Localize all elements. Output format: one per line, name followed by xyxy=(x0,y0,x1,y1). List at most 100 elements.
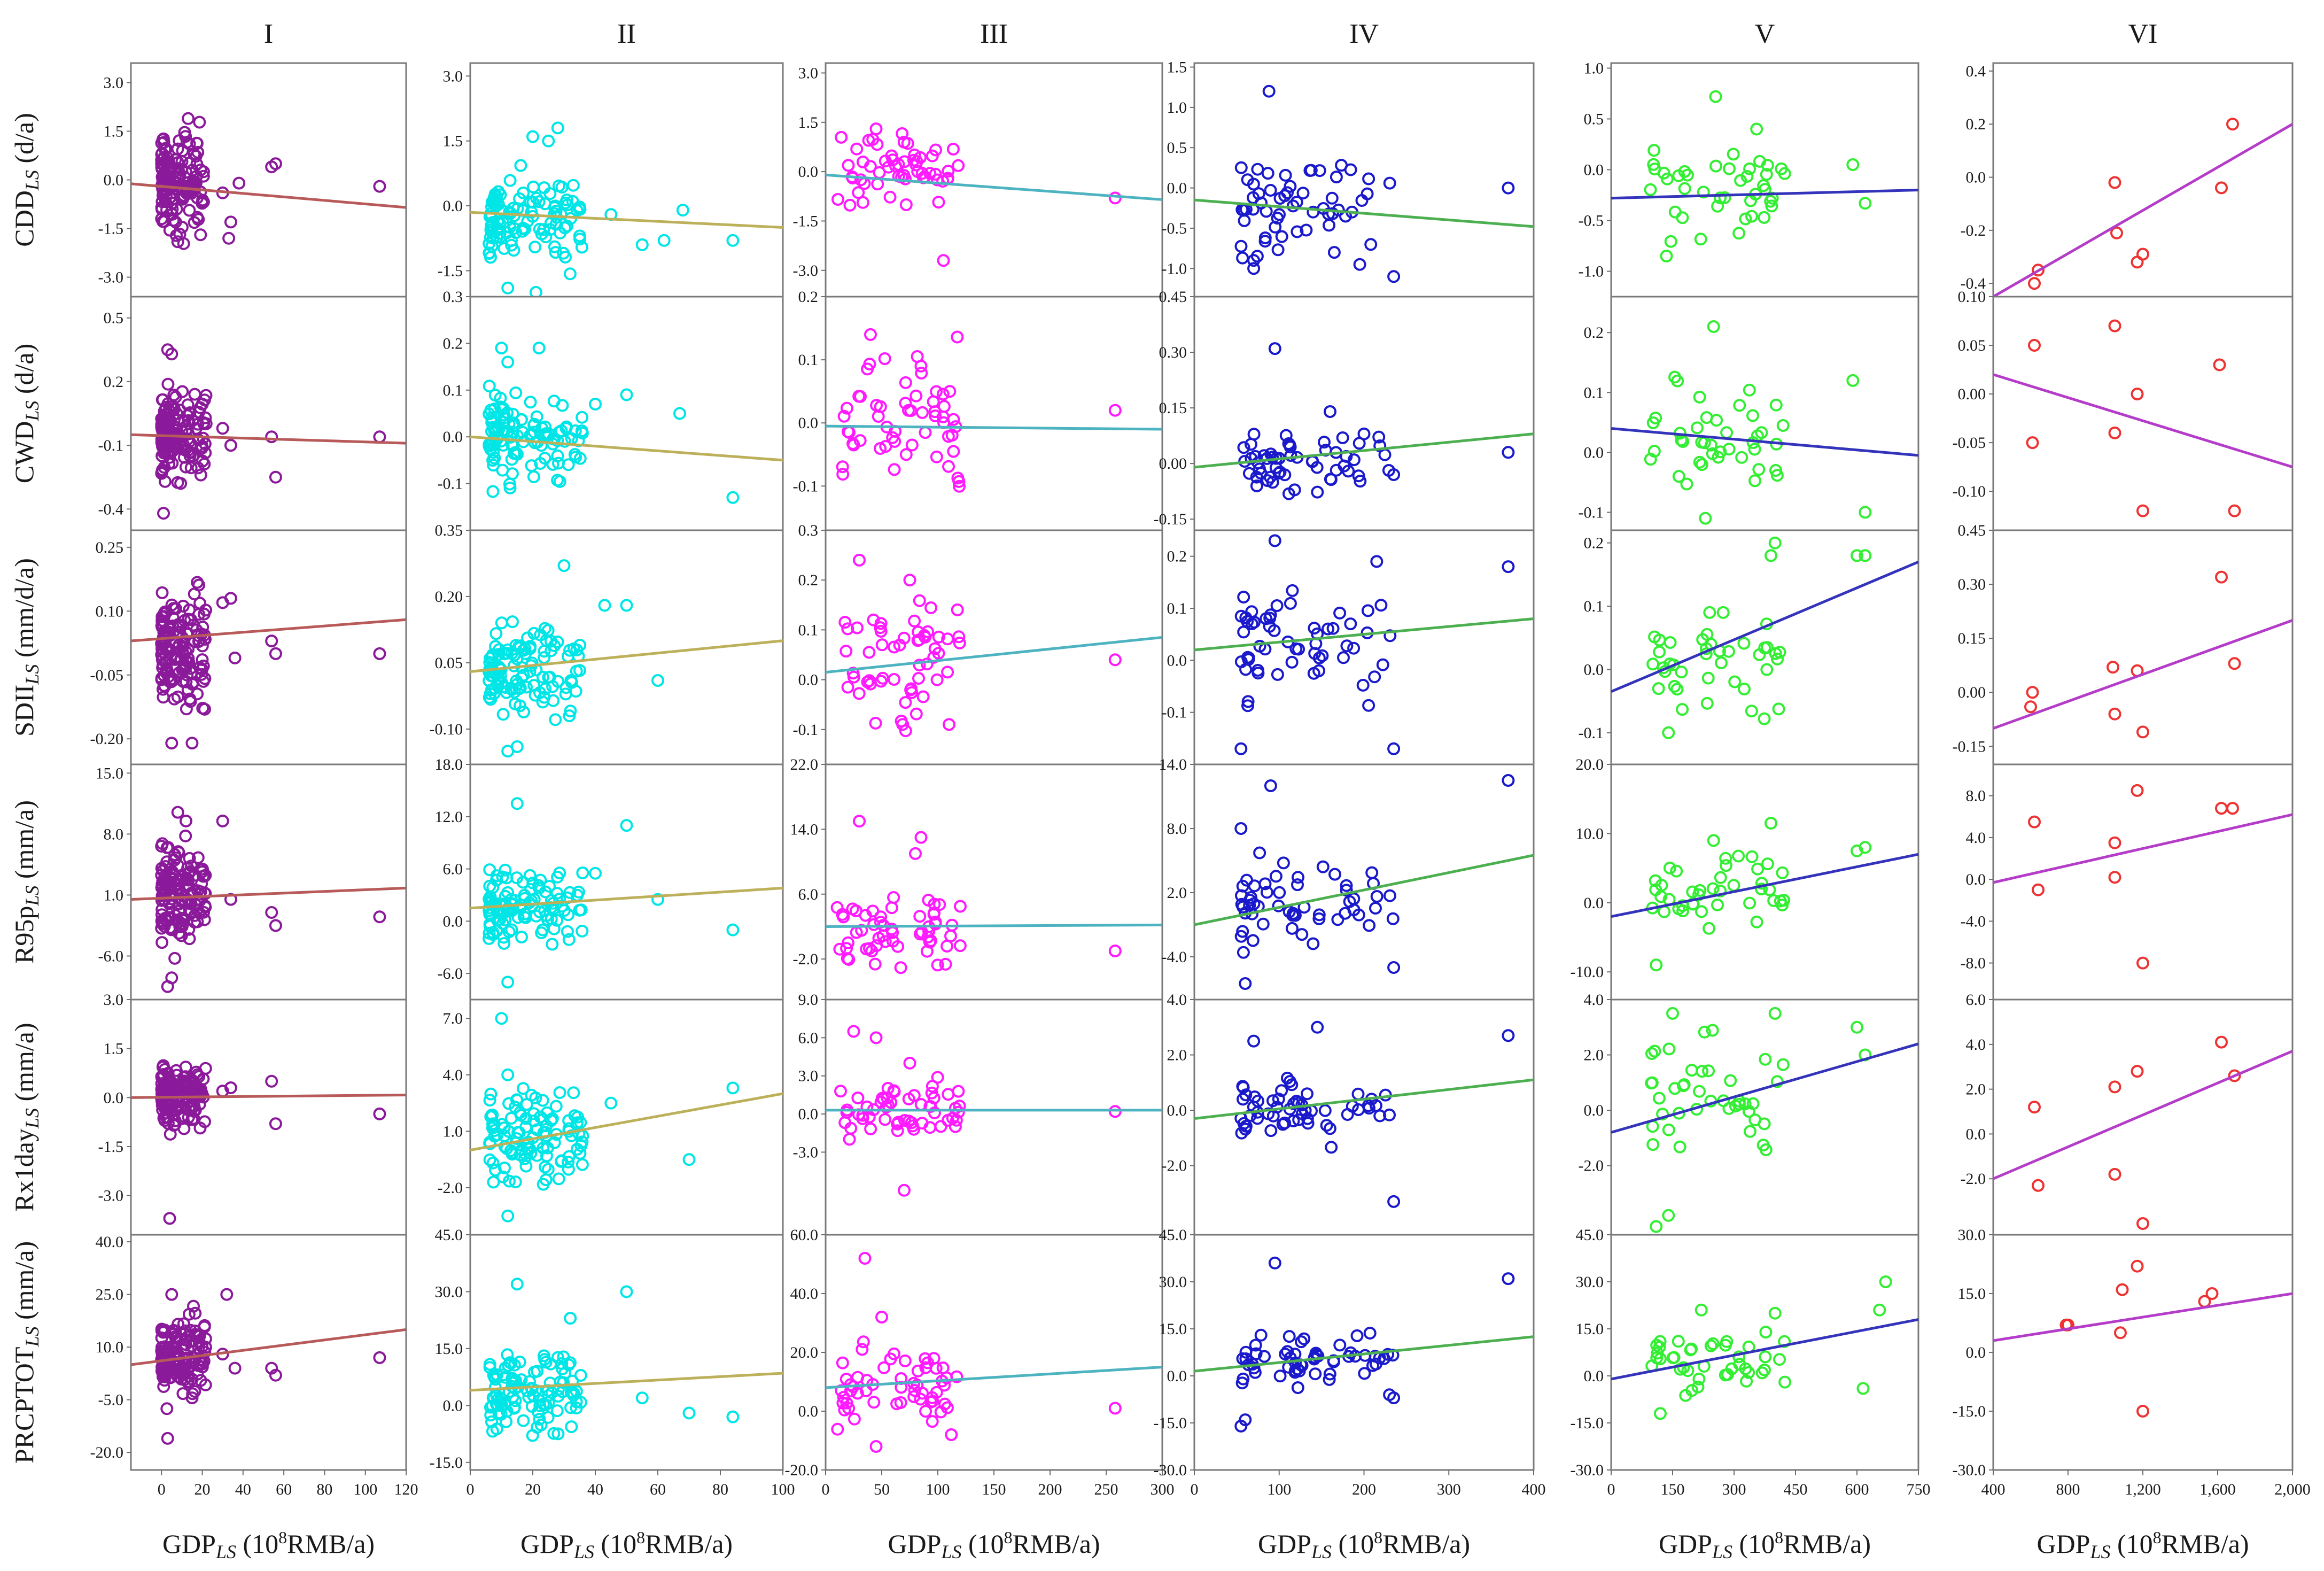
y-tick-label: -30.0 xyxy=(1953,1461,1986,1479)
data-point xyxy=(564,705,577,718)
y-tick-label: 0.2 xyxy=(1584,324,1604,342)
data-point xyxy=(1272,467,1286,480)
data-point xyxy=(548,201,561,214)
x-axis-label-4: GDPLS (108RMB/a) xyxy=(1258,1528,1470,1562)
data-point xyxy=(173,920,186,933)
panel-frame xyxy=(825,763,1163,1001)
data-point xyxy=(197,165,210,179)
data-point xyxy=(856,156,869,168)
data-point xyxy=(2136,1217,2149,1230)
data-point xyxy=(1250,470,1263,484)
data-point xyxy=(1765,817,1777,830)
data-point xyxy=(1650,1338,1664,1352)
data-point xyxy=(576,411,589,424)
data-point xyxy=(565,1420,578,1434)
x-axis-label-3: GDPLS (108RMB/a) xyxy=(888,1528,1100,1562)
plot-area xyxy=(1194,84,1534,283)
data-point xyxy=(222,231,236,245)
trend-line xyxy=(470,1092,783,1152)
plot-area xyxy=(826,1025,1162,1197)
panel-prcptot-2: 45.0 30.0 15.0 0.0 -15.00 20 40 60 80 100 xyxy=(430,1226,795,1498)
panel-rx1day-1: 3.0 1.5 0.0 -1.5 -3.0 xyxy=(98,991,407,1236)
data-point xyxy=(1316,860,1330,873)
data-point xyxy=(1740,1374,1753,1388)
y-tick-label: 0.2 xyxy=(798,571,819,589)
y-tick-label: 15.0 xyxy=(1958,1285,1986,1303)
trend-line xyxy=(131,1328,406,1366)
data-point xyxy=(160,203,173,216)
data-point xyxy=(265,906,278,919)
data-point xyxy=(1288,483,1301,497)
data-point xyxy=(528,241,542,254)
data-point xyxy=(1769,464,1782,477)
y-tick-label: 30.0 xyxy=(1159,1273,1187,1291)
y-tick-label: 22.0 xyxy=(790,756,819,773)
data-point xyxy=(851,1092,865,1104)
data-point xyxy=(726,1410,740,1423)
data-point xyxy=(483,237,496,250)
data-point xyxy=(1250,479,1263,492)
x-tick-label: 150 xyxy=(1661,1481,1685,1498)
plot-area xyxy=(1993,1035,2292,1230)
data-point xyxy=(485,1415,498,1428)
data-point xyxy=(489,897,502,910)
data-point xyxy=(946,143,960,156)
panel-frame xyxy=(469,62,784,298)
data-point xyxy=(1242,653,1255,666)
data-point xyxy=(899,198,913,211)
y-tick-label: 0.3 xyxy=(443,288,463,306)
y-tick-label: 30.0 xyxy=(1958,1226,1986,1244)
y-tick-label: -0.15 xyxy=(1154,510,1187,528)
data-point xyxy=(573,903,586,917)
data-point xyxy=(926,1415,939,1428)
data-point xyxy=(1248,615,1261,629)
trend-line xyxy=(1194,617,1534,652)
data-point xyxy=(726,1081,740,1095)
x-axis-label-2: GDPLS (108RMB/a) xyxy=(520,1528,733,1562)
y-tick-label: -0.1 xyxy=(1579,504,1604,521)
y-tick-label: 0.0 xyxy=(798,671,819,689)
data-point xyxy=(509,1394,522,1407)
data-point xyxy=(1692,1372,1706,1386)
data-point xyxy=(539,682,552,695)
panel-frame xyxy=(1992,999,2294,1236)
data-point xyxy=(555,1155,568,1168)
data-point xyxy=(869,122,883,136)
data-point xyxy=(1241,695,1255,708)
data-point xyxy=(157,507,170,520)
data-point xyxy=(1664,636,1677,649)
data-point xyxy=(888,640,901,654)
data-point xyxy=(1648,630,1661,644)
data-point xyxy=(2028,339,2041,352)
y-tick-label: -0.1 xyxy=(793,721,819,739)
data-point xyxy=(921,931,935,944)
data-point xyxy=(502,1097,516,1110)
data-point xyxy=(157,1380,170,1393)
data-point xyxy=(198,437,212,451)
data-point xyxy=(2205,1287,2219,1300)
plot-area xyxy=(131,343,406,520)
data-point xyxy=(483,380,496,393)
data-point xyxy=(1324,473,1338,486)
data-point xyxy=(505,238,518,252)
y-tick-label: 2.0 xyxy=(1584,1047,1604,1064)
data-point xyxy=(952,159,965,172)
data-point xyxy=(573,664,586,677)
data-point xyxy=(1697,185,1710,199)
data-point xyxy=(1236,1352,1249,1365)
data-point xyxy=(928,1106,941,1119)
data-point xyxy=(167,673,181,686)
y-tick-label: 0.15 xyxy=(1159,399,1187,417)
data-point xyxy=(1237,441,1250,454)
data-point xyxy=(1370,555,1383,568)
data-point xyxy=(197,659,210,672)
y-tick-label: 0.0 xyxy=(443,428,463,446)
data-point xyxy=(196,863,209,876)
y-tick-label: 45.0 xyxy=(435,1226,463,1244)
data-point xyxy=(2213,358,2226,372)
data-point xyxy=(1376,658,1389,671)
data-point xyxy=(509,447,523,460)
data-point xyxy=(1758,211,1771,224)
data-point xyxy=(185,1073,199,1087)
data-point xyxy=(165,737,178,750)
